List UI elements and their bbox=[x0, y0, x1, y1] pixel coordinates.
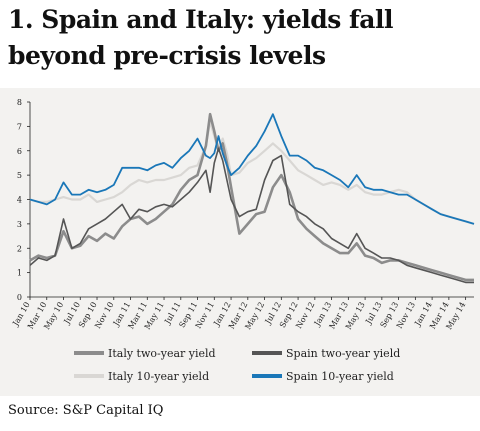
legend-label: Spain two-year yield bbox=[286, 347, 400, 360]
y-tick-label: 2 bbox=[17, 244, 22, 253]
legend-label: Italy two-year yield bbox=[108, 347, 216, 360]
series-line-spain-two-year-yield bbox=[29, 147, 474, 284]
legend-label: Spain 10-year yield bbox=[286, 370, 394, 383]
y-tick-label: 1 bbox=[17, 269, 22, 278]
y-tick-label: 6 bbox=[17, 147, 22, 156]
source-note: Source: S&P Capital IQ bbox=[8, 403, 164, 418]
series-line-spain-10-year-yield bbox=[29, 113, 475, 225]
y-tick-label: 3 bbox=[17, 220, 22, 229]
y-tick-label: 8 bbox=[17, 98, 22, 107]
chart-panel bbox=[0, 88, 480, 396]
y-tick-label: 5 bbox=[17, 171, 22, 180]
chart-title: 1. Spain and Italy: yields fall beyond p… bbox=[8, 5, 394, 70]
series-line-italy-two-year-yield bbox=[29, 112, 474, 282]
y-tick-label: 7 bbox=[17, 122, 22, 131]
y-tick-label: 4 bbox=[17, 196, 22, 205]
legend-label: Italy 10-year yield bbox=[108, 370, 209, 383]
series-line-italy-10-year-yield bbox=[29, 120, 475, 225]
y-tick-label: 0 bbox=[17, 293, 22, 302]
